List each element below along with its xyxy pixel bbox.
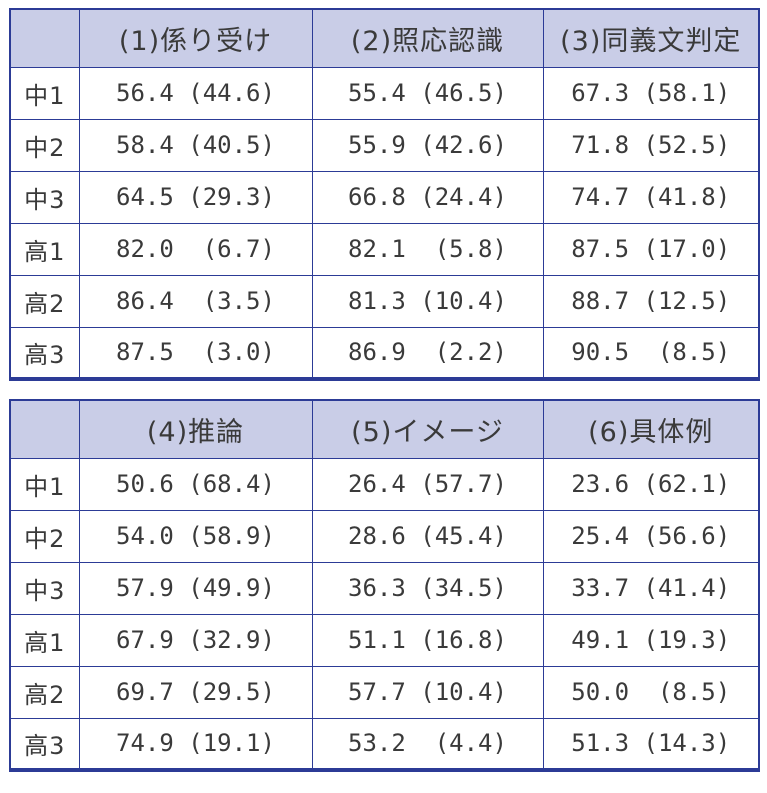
table-row: 中3 57.9 (49.9) 36.3 (34.5) 33.7 (41.4) xyxy=(9,561,760,615)
column-header-task6: (6)具体例 xyxy=(542,399,760,459)
score-cell: 49.1 (19.3) xyxy=(542,613,760,667)
table-row: 高2 69.7 (29.5) 57.7 (10.4) 50.0 (8.5) xyxy=(9,665,760,719)
score-cell: 55.9 (42.6) xyxy=(311,118,544,172)
score-cell: 36.3 (34.5) xyxy=(311,561,544,615)
row-label: 中1 xyxy=(9,66,80,120)
score-cell: 69.7 (29.5) xyxy=(78,665,313,719)
score-cell: 82.0 (6.7) xyxy=(78,222,313,276)
score-cell: 67.9 (32.9) xyxy=(78,613,313,667)
corner-cell xyxy=(9,399,80,459)
row-label: 高2 xyxy=(9,274,80,328)
score-cell: 87.5 (3.0) xyxy=(78,326,313,380)
score-cell: 56.4 (44.6) xyxy=(78,66,313,120)
score-cell: 87.5 (17.0) xyxy=(542,222,760,276)
score-table-tasks-4-6: (4)推論 (5)イメージ (6)具体例 中1 50.6 (68.4) 26.4… xyxy=(9,399,760,772)
column-header-task1: (1)係り受け xyxy=(78,8,313,68)
score-cell: 67.3 (58.1) xyxy=(542,66,760,120)
table-row: 高2 86.4 (3.5) 81.3 (10.4) 88.7 (12.5) xyxy=(9,274,760,328)
column-header-task2: (2)照応認識 xyxy=(311,8,544,68)
score-cell: 51.1 (16.8) xyxy=(311,613,544,667)
score-cell: 74.7 (41.8) xyxy=(542,170,760,224)
row-label: 高1 xyxy=(9,613,80,667)
row-label: 高3 xyxy=(9,326,80,380)
score-cell: 33.7 (41.4) xyxy=(542,561,760,615)
score-cell: 90.5 (8.5) xyxy=(542,326,760,380)
row-label: 中3 xyxy=(9,170,80,224)
score-cell: 54.0 (58.9) xyxy=(78,509,313,563)
score-cell: 55.4 (46.5) xyxy=(311,66,544,120)
table-row: 高1 82.0 (6.7) 82.1 (5.8) 87.5 (17.0) xyxy=(9,222,760,276)
score-cell: 82.1 (5.8) xyxy=(311,222,544,276)
score-cell: 26.4 (57.7) xyxy=(311,457,544,511)
score-cell: 86.4 (3.5) xyxy=(78,274,313,328)
score-cell: 23.6 (62.1) xyxy=(542,457,760,511)
table-row: 中1 56.4 (44.6) 55.4 (46.5) 67.3 (58.1) xyxy=(9,66,760,120)
table-row: 中2 54.0 (58.9) 28.6 (45.4) 25.4 (56.6) xyxy=(9,509,760,563)
score-cell: 88.7 (12.5) xyxy=(542,274,760,328)
score-cell: 81.3 (10.4) xyxy=(311,274,544,328)
row-label: 高1 xyxy=(9,222,80,276)
table-row: 高3 74.9 (19.1) 53.2 (4.4) 51.3 (14.3) xyxy=(9,717,760,771)
row-label: 高3 xyxy=(9,717,80,771)
header-row: (1)係り受け (2)照応認識 (3)同義文判定 xyxy=(9,8,760,68)
score-cell: 71.8 (52.5) xyxy=(542,118,760,172)
score-cell: 86.9 (2.2) xyxy=(311,326,544,380)
score-cell: 58.4 (40.5) xyxy=(78,118,313,172)
table-row: 中3 64.5 (29.3) 66.8 (24.4) 74.7 (41.8) xyxy=(9,170,760,224)
table-row: 中1 50.6 (68.4) 26.4 (57.7) 23.6 (62.1) xyxy=(9,457,760,511)
score-cell: 64.5 (29.3) xyxy=(78,170,313,224)
column-header-task3: (3)同義文判定 xyxy=(542,8,760,68)
score-cell: 66.8 (24.4) xyxy=(311,170,544,224)
row-label: 中2 xyxy=(9,118,80,172)
score-cell: 28.6 (45.4) xyxy=(311,509,544,563)
row-label: 中3 xyxy=(9,561,80,615)
score-cell: 25.4 (56.6) xyxy=(542,509,760,563)
row-label: 高2 xyxy=(9,665,80,719)
row-label: 中1 xyxy=(9,457,80,511)
score-cell: 50.6 (68.4) xyxy=(78,457,313,511)
header-row: (4)推論 (5)イメージ (6)具体例 xyxy=(9,399,760,459)
column-header-task4: (4)推論 xyxy=(78,399,313,459)
score-cell: 50.0 (8.5) xyxy=(542,665,760,719)
score-table-tasks-1-3: (1)係り受け (2)照応認識 (3)同義文判定 中1 56.4 (44.6) … xyxy=(9,8,760,381)
table-row: 高1 67.9 (32.9) 51.1 (16.8) 49.1 (19.3) xyxy=(9,613,760,667)
row-label: 中2 xyxy=(9,509,80,563)
score-cell: 57.7 (10.4) xyxy=(311,665,544,719)
score-cell: 74.9 (19.1) xyxy=(78,717,313,771)
corner-cell xyxy=(9,8,80,68)
score-cell: 57.9 (49.9) xyxy=(78,561,313,615)
column-header-task5: (5)イメージ xyxy=(311,399,544,459)
table-row: 高3 87.5 (3.0) 86.9 (2.2) 90.5 (8.5) xyxy=(9,326,760,380)
table-row: 中2 58.4 (40.5) 55.9 (42.6) 71.8 (52.5) xyxy=(9,118,760,172)
score-cell: 51.3 (14.3) xyxy=(542,717,760,771)
score-cell: 53.2 (4.4) xyxy=(311,717,544,771)
